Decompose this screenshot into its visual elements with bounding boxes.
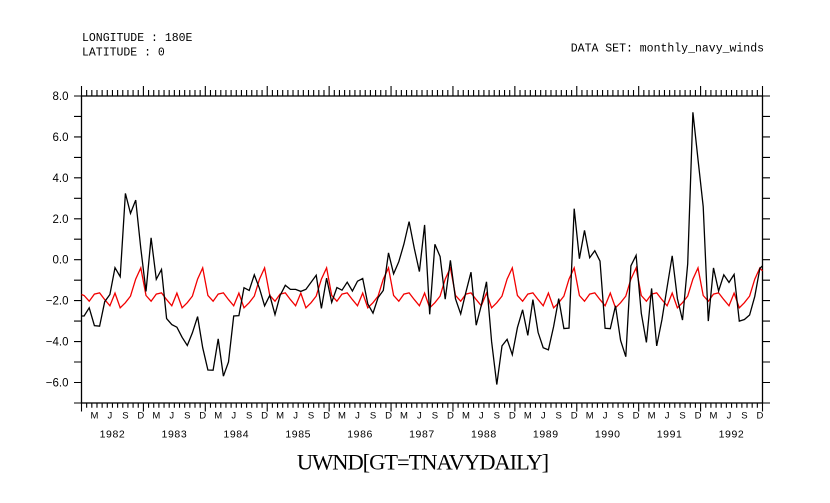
svg-text:1982: 1982 — [100, 429, 126, 441]
svg-text:D: D — [571, 411, 578, 422]
svg-text:D: D — [385, 411, 392, 422]
svg-text:M: M — [462, 411, 470, 422]
svg-text:4.0: 4.0 — [53, 173, 69, 185]
svg-text:J: J — [541, 411, 546, 422]
svg-text:M: M — [524, 411, 532, 422]
svg-text:M: M — [400, 411, 408, 422]
svg-text:S: S — [556, 411, 562, 422]
svg-text:S: S — [122, 411, 128, 422]
svg-text:2.0: 2.0 — [53, 214, 69, 226]
svg-text:M: M — [338, 411, 346, 422]
svg-text:J: J — [355, 411, 360, 422]
svg-text:M: M — [648, 411, 656, 422]
svg-text:LATITUDE : 0: LATITUDE : 0 — [82, 47, 165, 60]
svg-text:D: D — [137, 411, 144, 422]
svg-text:J: J — [108, 411, 113, 422]
svg-text:J: J — [417, 411, 422, 422]
svg-text:S: S — [494, 411, 500, 422]
svg-text:1983: 1983 — [162, 429, 188, 441]
svg-text:1989: 1989 — [533, 429, 559, 441]
svg-text:−4.0: −4.0 — [46, 337, 69, 349]
svg-text:D: D — [199, 411, 206, 422]
svg-text:0.0: 0.0 — [53, 255, 69, 267]
svg-text:1987: 1987 — [409, 429, 435, 441]
svg-text:J: J — [293, 411, 298, 422]
svg-text:LONGITUDE : 180E: LONGITUDE : 180E — [82, 32, 193, 45]
svg-text:J: J — [603, 411, 608, 422]
svg-text:M: M — [586, 411, 594, 422]
svg-text:S: S — [432, 411, 438, 422]
svg-text:1990: 1990 — [595, 429, 621, 441]
svg-text:D: D — [633, 411, 640, 422]
svg-text:M: M — [276, 411, 284, 422]
svg-text:S: S — [246, 411, 252, 422]
svg-text:J: J — [727, 411, 732, 422]
svg-text:8.0: 8.0 — [53, 91, 69, 103]
svg-text:M: M — [214, 411, 222, 422]
svg-text:J: J — [231, 411, 236, 422]
svg-text:D: D — [756, 411, 763, 422]
svg-text:UWND[GT=TNAVYDAILY]: UWND[GT=TNAVYDAILY] — [297, 450, 548, 475]
svg-text:S: S — [679, 411, 685, 422]
svg-text:1985: 1985 — [285, 429, 311, 441]
svg-text:D: D — [509, 411, 516, 422]
svg-text:D: D — [447, 411, 454, 422]
svg-text:1991: 1991 — [657, 429, 683, 441]
svg-text:1986: 1986 — [347, 429, 373, 441]
svg-text:M: M — [152, 411, 160, 422]
svg-text:−2.0: −2.0 — [46, 296, 69, 308]
svg-text:−6.0: −6.0 — [46, 378, 69, 390]
svg-text:1984: 1984 — [223, 429, 249, 441]
svg-text:D: D — [261, 411, 268, 422]
svg-text:D: D — [695, 411, 702, 422]
svg-text:S: S — [370, 411, 376, 422]
svg-text:M: M — [90, 411, 98, 422]
svg-text:DATA SET: monthly_navy_winds: DATA SET: monthly_navy_winds — [571, 43, 764, 56]
svg-text:1992: 1992 — [719, 429, 745, 441]
svg-text:6.0: 6.0 — [53, 132, 69, 144]
svg-text:J: J — [479, 411, 484, 422]
svg-text:S: S — [184, 411, 190, 422]
svg-text:D: D — [323, 411, 330, 422]
svg-text:J: J — [169, 411, 174, 422]
svg-text:J: J — [665, 411, 670, 422]
svg-text:S: S — [741, 411, 747, 422]
svg-text:M: M — [710, 411, 718, 422]
svg-text:S: S — [617, 411, 623, 422]
svg-text:S: S — [308, 411, 314, 422]
svg-text:1988: 1988 — [471, 429, 497, 441]
